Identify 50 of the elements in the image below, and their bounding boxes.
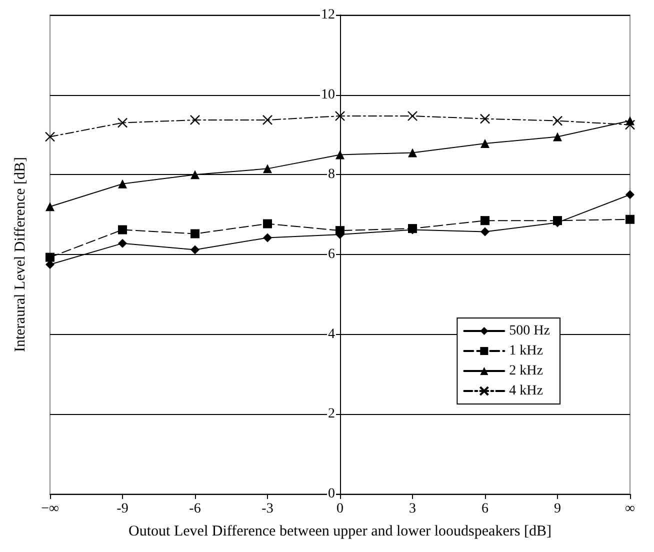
point <box>407 110 418 122</box>
x-tick-label: 6 <box>482 502 488 516</box>
point <box>480 216 490 226</box>
point <box>190 170 200 180</box>
point <box>46 252 54 262</box>
y-tick-label: 8 <box>328 167 335 182</box>
point <box>626 214 634 224</box>
x-tick-label: −∞ <box>41 502 59 516</box>
point <box>117 118 128 128</box>
point <box>190 229 200 238</box>
y-axis-title: Interaural Level Difference [dB] <box>12 156 28 352</box>
point <box>408 148 417 158</box>
point <box>553 132 562 142</box>
x-tick-label: 3 <box>409 502 416 516</box>
y-tick-label: 2 <box>328 406 335 422</box>
point <box>118 225 127 234</box>
y-tick-label: 0 <box>328 486 335 502</box>
point <box>118 238 127 248</box>
point <box>263 233 272 242</box>
x-tick-label: -9 <box>116 502 128 516</box>
point <box>263 164 272 174</box>
x-tick-label: -6 <box>189 502 201 516</box>
point <box>46 202 54 212</box>
point <box>190 245 200 254</box>
x-axis-title: Outout Level Difference between upper and lower looudspeakers [dB] <box>128 524 552 540</box>
y-tick-label: 4 <box>328 326 335 342</box>
point <box>263 219 272 228</box>
point <box>44 132 56 142</box>
x-tick-label: 9 <box>554 502 561 516</box>
point <box>626 190 634 200</box>
point <box>334 110 346 122</box>
point <box>552 116 563 126</box>
point <box>624 120 636 130</box>
point <box>118 179 127 188</box>
point <box>480 114 490 124</box>
legend-label: 500 Hz <box>509 324 550 338</box>
x-tick-label: ∞ <box>625 502 636 516</box>
x-tick-label: -3 <box>262 502 274 516</box>
point <box>480 227 490 236</box>
point <box>262 114 273 126</box>
point <box>480 139 490 148</box>
y-tick-label: 10 <box>321 87 335 102</box>
point <box>336 150 344 160</box>
point <box>190 114 200 126</box>
y-tick-label: 6 <box>328 247 335 262</box>
legend-label: 2 kHz <box>509 364 544 378</box>
y-tick-label: 12 <box>321 8 335 22</box>
point <box>626 116 634 126</box>
legend-label: 4 kHz <box>509 384 544 398</box>
legend-label: 1 kHz <box>509 344 544 358</box>
